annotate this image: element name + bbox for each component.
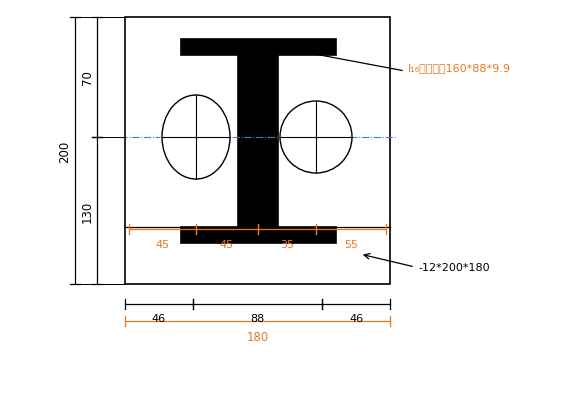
Text: 88: 88 — [250, 313, 265, 323]
Bar — [181, 40, 336, 56]
Text: 45: 45 — [156, 239, 170, 249]
Text: 200: 200 — [59, 140, 72, 162]
Text: 70: 70 — [81, 71, 94, 85]
Ellipse shape — [162, 96, 230, 180]
Text: 180: 180 — [246, 330, 268, 343]
Text: 46: 46 — [349, 313, 363, 323]
Text: 130: 130 — [81, 200, 94, 222]
Circle shape — [280, 102, 352, 174]
Text: 55: 55 — [344, 239, 358, 249]
Bar — [181, 227, 336, 243]
Text: 46: 46 — [152, 313, 166, 323]
Text: I₁₆工字锤为160*88*9.9: I₁₆工字锤为160*88*9.9 — [408, 63, 511, 73]
Bar — [238, 56, 278, 227]
Bar — [181, 40, 336, 56]
Text: 35: 35 — [280, 239, 294, 249]
Text: -12*200*180: -12*200*180 — [418, 262, 490, 272]
Bar — [125, 18, 390, 284]
Text: 45: 45 — [220, 239, 234, 249]
